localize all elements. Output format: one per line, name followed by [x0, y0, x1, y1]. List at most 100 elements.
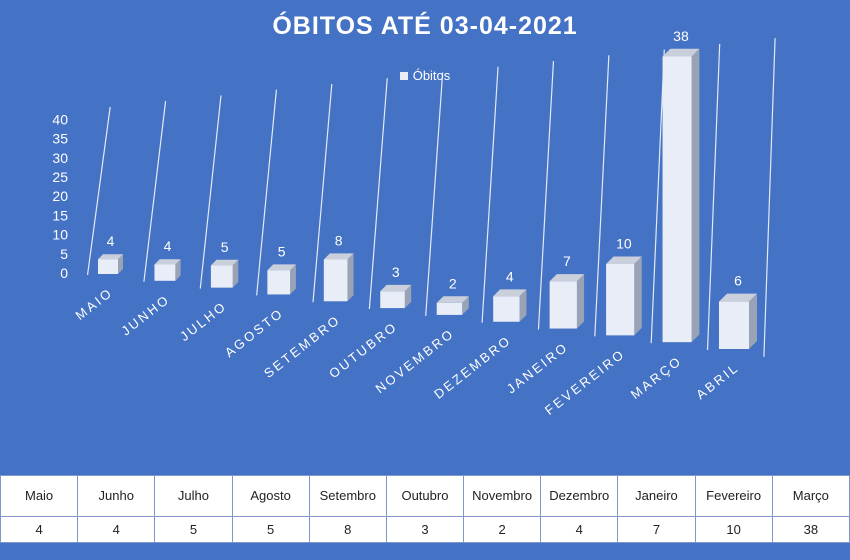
data-labels: 4 4 5 5 8 3 2 4 7 10 38 6: [107, 28, 743, 292]
data-label: 6: [734, 273, 742, 289]
bar-side: [404, 284, 412, 309]
bar: [549, 274, 585, 329]
table-header-cell: Julho: [154, 475, 233, 517]
data-label: 4: [164, 238, 172, 254]
bar-side: [347, 253, 354, 302]
bar-top: [436, 296, 469, 303]
bar-side: [576, 274, 585, 329]
gridline: [143, 101, 167, 282]
y-tick-label: 25: [52, 169, 68, 185]
gridline: [425, 72, 444, 316]
table-header-cell: Maio: [0, 475, 79, 517]
table-header-cell: Agosto: [231, 475, 310, 517]
table-value-cell: 7: [617, 516, 696, 543]
category-label: JANEIRO: [504, 339, 571, 396]
data-label: 2: [449, 275, 457, 291]
bar-side: [290, 264, 296, 295]
data-label: 10: [616, 236, 632, 252]
gridline: [650, 49, 665, 344]
y-tick-label: 15: [52, 207, 68, 223]
table-value-cell: 8: [308, 516, 387, 543]
table-value-cell: 10: [694, 516, 773, 543]
bar-top: [662, 48, 700, 57]
bar-side: [749, 293, 757, 349]
legend: Óbitos: [0, 68, 850, 83]
bar-side: [519, 289, 527, 322]
bar: [493, 289, 527, 322]
bar: [210, 259, 239, 288]
bars: [98, 48, 757, 349]
gridline: [706, 43, 721, 351]
bar-front: [210, 265, 233, 288]
chart-plot: 0 5 10 15 20 25 30 35 40 4 4 5 5 8 3 2 4 7 10 38 6 MAIO JUNH…: [52, 28, 776, 418]
category-label: MAIO: [73, 285, 116, 323]
bar: [267, 264, 296, 295]
bar: [662, 48, 700, 343]
bar-top: [549, 274, 585, 282]
gridline: [763, 38, 776, 357]
y-tick-label: 10: [52, 227, 68, 243]
category-label: JUNHO: [118, 291, 172, 338]
bar-top: [380, 284, 412, 292]
bar-side: [232, 259, 239, 288]
bar-top: [154, 259, 181, 265]
bar: [719, 293, 757, 349]
bar: [154, 259, 181, 281]
gridline: [256, 89, 278, 296]
bar-top: [267, 264, 296, 271]
y-tick-label: 5: [60, 246, 68, 262]
gridline: [594, 55, 610, 337]
bar-front: [154, 264, 176, 281]
bar: [606, 256, 642, 336]
bar-top: [98, 254, 123, 260]
table-header-cell: Novembro: [463, 475, 542, 517]
bar-front: [662, 56, 692, 343]
table-value-cell: 4: [0, 516, 79, 543]
bar-top: [606, 256, 642, 264]
data-label: 8: [335, 232, 343, 248]
data-label: 5: [221, 239, 229, 255]
bar-side: [462, 296, 469, 315]
gridline: [537, 61, 555, 330]
category-label: ABRIL: [693, 360, 742, 403]
table-header-cell: Outubro: [385, 475, 465, 517]
table-value-cell: 4: [540, 516, 619, 543]
data-label: 4: [107, 233, 115, 249]
gridline: [199, 95, 222, 289]
data-label: 4: [506, 268, 514, 284]
legend-label: Óbitos: [412, 68, 451, 83]
bar-front: [493, 296, 520, 322]
table-header-cell: Fevereiro: [694, 475, 773, 517]
y-tick-label: 20: [52, 188, 68, 204]
table-value-cell: 3: [385, 516, 465, 543]
gridline: [86, 106, 111, 276]
bar-front: [98, 259, 118, 274]
bar-front: [436, 302, 463, 315]
table-header-cell: Janeiro: [617, 475, 696, 517]
bar: [323, 253, 354, 302]
data-label: 3: [392, 264, 400, 280]
table-header-cell: Setembro: [308, 475, 387, 517]
category-label: MARÇO: [628, 353, 685, 402]
data-table: Maio Junho Julho Agosto Setembro Outubro Novem…: [0, 475, 850, 543]
bar-side: [634, 256, 642, 336]
bar: [436, 296, 469, 315]
category-label: AGOSTO: [222, 305, 287, 360]
bar-top: [493, 289, 527, 297]
bar-top: [719, 293, 757, 302]
table-value-cell: 4: [77, 516, 156, 543]
bar-front: [267, 270, 291, 295]
bar-front: [549, 281, 577, 329]
bar-front: [606, 264, 635, 336]
bar: [98, 254, 123, 274]
table-values-row: 4 4 5 5 8 3 2 4 7 10 38: [0, 516, 850, 543]
data-label: 5: [278, 243, 286, 259]
data-label: 38: [673, 28, 689, 44]
bar-front: [719, 301, 749, 349]
gridlines: [86, 38, 776, 357]
bar: [380, 284, 412, 309]
bar-front: [323, 259, 348, 302]
y-axis: 0 5 10 15 20 25 30 35 40: [52, 111, 68, 281]
chart-title: ÓBITOS ATÉ 03-04-2021: [272, 12, 578, 40]
table-header-cell: Junho: [77, 475, 156, 517]
